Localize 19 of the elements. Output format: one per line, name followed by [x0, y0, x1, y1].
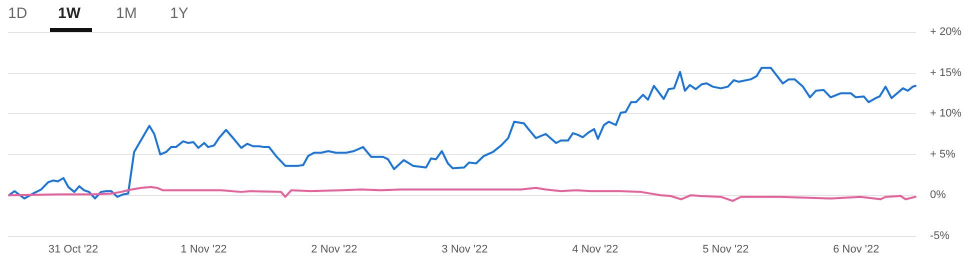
x-tick-label: 1 Nov '22 — [180, 244, 227, 256]
y-tick-label: 0% — [930, 189, 946, 202]
text: 1W — [58, 5, 80, 22]
y-tick-label: + 10% — [930, 108, 962, 120]
line-series — [8, 186, 916, 202]
x-tick-label: 5 Nov '22 — [702, 244, 749, 256]
x-tick-label: 4 Nov '22 — [572, 244, 618, 256]
y-tick-label: + 5% — [930, 148, 956, 160]
y-tick-label: -5% — [930, 230, 950, 242]
text: 1Y — [170, 5, 188, 22]
x-tick-label: 31 Oct '22 — [48, 244, 98, 256]
x-tick-label: 2 Nov '22 — [311, 244, 358, 256]
x-tick-label: 3 Nov '22 — [442, 244, 488, 256]
y-tick-label: + 15% — [930, 66, 962, 79]
line-series — [8, 66, 916, 200]
text: 1D — [8, 5, 28, 22]
y-tick-label: + 20% — [930, 26, 962, 38]
x-tick-label: 6 Nov '22 — [833, 244, 880, 256]
text: 1M — [116, 5, 137, 22]
